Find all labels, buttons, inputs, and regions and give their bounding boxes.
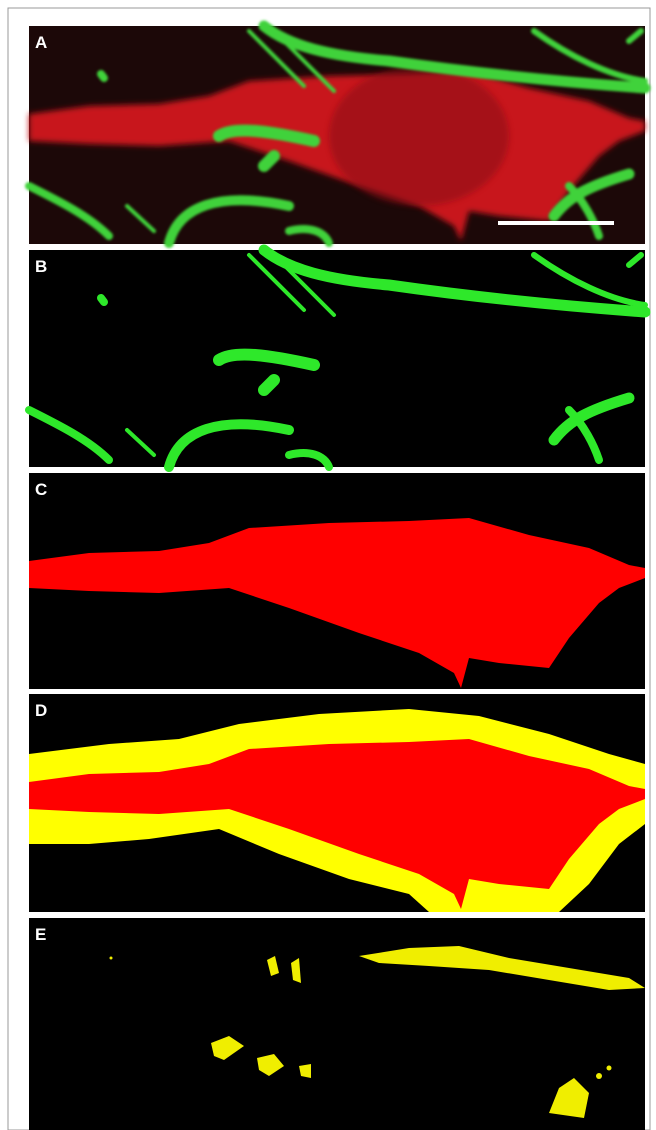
panel-e: E (29, 918, 645, 1130)
panel-label: D (35, 701, 47, 720)
frame (7, 7, 651, 1130)
panel-b: B (29, 250, 645, 467)
panel-a: A (29, 26, 645, 244)
panel-c: C (29, 473, 645, 689)
panel-label: C (35, 480, 47, 499)
panel-d: D (29, 694, 645, 912)
panel-label: B (35, 257, 47, 276)
panel-label: A (35, 33, 47, 52)
panel-label: E (35, 925, 46, 944)
